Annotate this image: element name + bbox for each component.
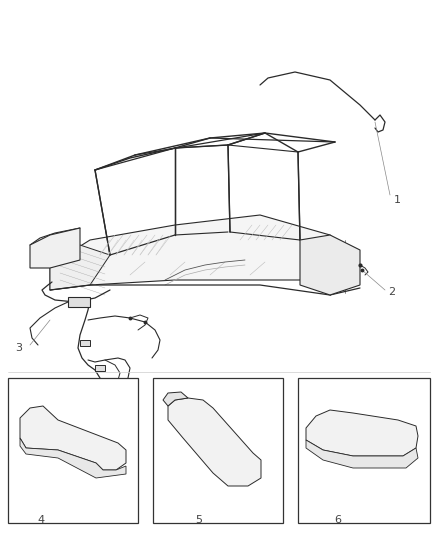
Polygon shape [300,235,360,295]
Bar [68,297,90,307]
Bar [8,378,138,523]
Text: 5: 5 [195,515,202,525]
Polygon shape [20,438,126,478]
Polygon shape [30,228,80,268]
Polygon shape [168,398,261,486]
Bar [298,378,430,523]
Text: 1: 1 [394,195,401,205]
Polygon shape [163,392,188,406]
Bar [85,398,95,404]
Polygon shape [50,215,355,290]
Text: 2: 2 [388,287,395,297]
Bar [153,378,283,523]
Bar [95,365,105,371]
Text: 6: 6 [334,515,341,525]
Polygon shape [306,410,418,456]
Polygon shape [306,440,418,468]
Text: 4: 4 [37,515,44,525]
Bar [80,340,90,346]
Text: 3: 3 [15,343,22,353]
Polygon shape [50,235,110,290]
Polygon shape [20,406,126,470]
